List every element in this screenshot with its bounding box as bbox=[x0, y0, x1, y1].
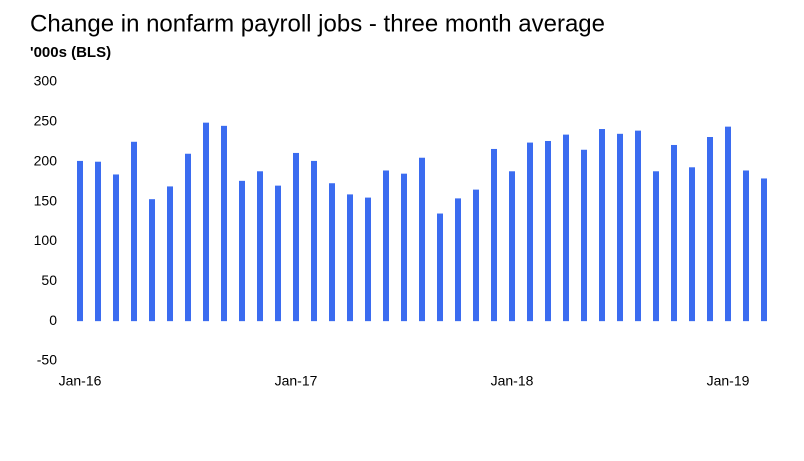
bar bbox=[725, 126, 731, 322]
bar bbox=[221, 125, 227, 322]
bar bbox=[95, 161, 101, 322]
bar bbox=[77, 160, 83, 322]
bar bbox=[167, 186, 173, 322]
bar bbox=[131, 141, 137, 322]
y-tick-label: 250 bbox=[34, 113, 58, 129]
bar bbox=[149, 199, 155, 322]
bar bbox=[581, 149, 587, 322]
y-tick-label: 300 bbox=[34, 73, 58, 89]
bar bbox=[455, 198, 461, 322]
bar bbox=[311, 160, 317, 322]
x-tick-label: Jan-17 bbox=[275, 373, 318, 389]
bar bbox=[635, 130, 641, 322]
bar bbox=[617, 133, 623, 322]
y-tick-label: 0 bbox=[49, 312, 57, 328]
bar bbox=[275, 185, 281, 322]
bar bbox=[671, 144, 677, 322]
bar bbox=[239, 180, 245, 322]
y-tick-label: 100 bbox=[34, 232, 58, 248]
y-tick-label: 50 bbox=[41, 272, 57, 288]
bar bbox=[599, 129, 605, 322]
bar bbox=[707, 137, 713, 322]
bar bbox=[689, 167, 695, 322]
bar bbox=[419, 157, 425, 322]
bar bbox=[761, 178, 767, 322]
bar bbox=[329, 183, 335, 322]
bar bbox=[185, 153, 191, 322]
bar bbox=[545, 140, 551, 322]
bar bbox=[491, 148, 497, 322]
bar bbox=[257, 171, 263, 322]
bar bbox=[365, 197, 371, 322]
bar bbox=[383, 170, 389, 322]
bar bbox=[203, 122, 209, 322]
bar bbox=[653, 171, 659, 322]
chart-subtitle: '000s (BLS) bbox=[30, 44, 111, 61]
bar bbox=[563, 134, 569, 322]
bar bbox=[527, 142, 533, 322]
y-tick-label: -50 bbox=[37, 352, 57, 368]
x-tick-label: Jan-16 bbox=[59, 373, 102, 389]
bar bbox=[743, 170, 749, 322]
bar bbox=[509, 171, 515, 322]
bar bbox=[473, 189, 479, 322]
chart-title: Change in nonfarm payroll jobs - three m… bbox=[30, 10, 605, 37]
x-tick-label: Jan-19 bbox=[707, 373, 750, 389]
x-tick-label: Jan-18 bbox=[491, 373, 534, 389]
bar bbox=[437, 213, 443, 322]
bar bbox=[347, 194, 353, 322]
y-tick-label: 200 bbox=[34, 152, 58, 168]
bar bbox=[293, 152, 299, 322]
bar bbox=[113, 174, 119, 322]
y-tick-label: 150 bbox=[34, 192, 58, 208]
bar bbox=[401, 173, 407, 322]
